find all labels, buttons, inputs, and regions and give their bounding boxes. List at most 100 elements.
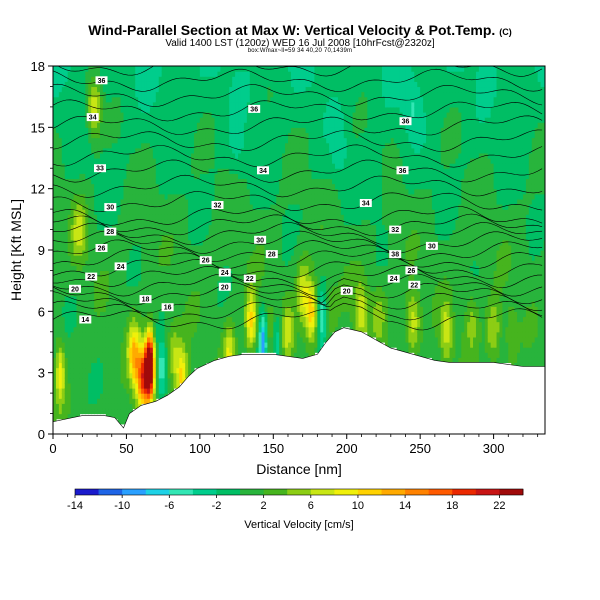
- w-cell: [129, 132, 133, 139]
- w-cell: [108, 382, 113, 389]
- w-cell: [235, 142, 239, 149]
- w-cell: [264, 296, 269, 302]
- w-cell: [144, 382, 148, 389]
- w-cell: [152, 316, 157, 323]
- w-cell: [120, 137, 125, 144]
- w-cell: [243, 112, 248, 118]
- w-cell: [276, 224, 280, 231]
- w-cell: [211, 342, 216, 348]
- w-cell: [129, 255, 133, 261]
- w-cell: [182, 342, 186, 348]
- w-cell: [264, 163, 269, 169]
- w-cell: [238, 209, 242, 215]
- w-cell: [217, 142, 222, 149]
- w-cell: [149, 234, 154, 241]
- w-cell: [246, 214, 251, 220]
- w-cell: [214, 66, 219, 72]
- w-cell: [155, 331, 160, 338]
- w-cell: [223, 188, 227, 195]
- w-cell: [176, 168, 180, 174]
- w-cell: [188, 342, 192, 348]
- w-cell: [243, 152, 248, 159]
- w-cell: [152, 76, 157, 82]
- w-cell: [155, 163, 160, 169]
- w-cell: [270, 347, 274, 353]
- w-cell: [129, 158, 133, 164]
- w-cell: [264, 229, 269, 236]
- w-cell: [141, 214, 145, 220]
- w-cell: [264, 316, 269, 323]
- w-cell: [123, 127, 128, 134]
- w-cell: [79, 377, 83, 384]
- w-cell: [70, 224, 75, 231]
- w-cell: [88, 301, 92, 307]
- w-cell: [226, 204, 230, 210]
- w-cell: [102, 393, 107, 399]
- w-cell: [238, 137, 242, 144]
- w-cell: [191, 321, 195, 328]
- w-cell: [70, 321, 75, 328]
- w-cell: [211, 147, 216, 154]
- w-cell: [155, 393, 160, 399]
- w-cell: [120, 209, 125, 215]
- w-cell: [273, 178, 277, 185]
- w-cell: [102, 260, 107, 266]
- w-cell: [91, 239, 95, 246]
- w-cell: [149, 255, 154, 261]
- w-cell: [61, 347, 66, 353]
- w-cell: [176, 214, 180, 220]
- w-cell: [176, 244, 180, 251]
- w-cell: [176, 101, 180, 108]
- w-cell: [111, 265, 116, 272]
- w-cell: [135, 403, 139, 410]
- w-cell: [155, 250, 160, 256]
- w-cell: [252, 347, 257, 353]
- w-cell: [58, 137, 63, 144]
- w-cell: [214, 127, 219, 134]
- w-cell: [273, 301, 277, 307]
- w-cell: [53, 377, 57, 384]
- w-cell: [255, 214, 260, 220]
- w-cell: [111, 306, 116, 312]
- w-cell: [185, 306, 189, 312]
- w-cell: [129, 66, 133, 72]
- w-cell: [243, 260, 248, 266]
- w-cell: [76, 301, 81, 307]
- w-cell: [238, 260, 242, 266]
- w-cell: [243, 117, 248, 123]
- w-cell: [117, 362, 122, 369]
- w-cell: [249, 81, 254, 88]
- w-cell: [182, 372, 186, 379]
- w-cell: [132, 229, 136, 236]
- w-cell: [229, 76, 233, 82]
- w-cell: [97, 229, 101, 236]
- w-cell: [79, 188, 83, 195]
- w-cell: [64, 91, 69, 98]
- w-cell: [58, 393, 63, 399]
- w-cell: [152, 229, 157, 236]
- w-cell: [179, 367, 183, 374]
- w-cell: [120, 403, 125, 410]
- w-cell: [67, 127, 72, 134]
- w-cell: [117, 244, 122, 251]
- w-cell: [214, 81, 219, 88]
- w-cell: [176, 321, 180, 328]
- w-cell: [270, 127, 274, 134]
- w-cell: [279, 234, 283, 241]
- w-cell: [58, 224, 63, 231]
- w-cell: [282, 183, 286, 190]
- w-cell: [229, 117, 233, 123]
- w-cell: [108, 388, 113, 394]
- w-cell: [138, 122, 142, 128]
- w-cell: [261, 122, 266, 128]
- w-cell: [94, 285, 98, 292]
- w-cell: [97, 408, 101, 415]
- w-cell: [67, 265, 72, 272]
- w-cell: [220, 106, 224, 113]
- w-cell: [155, 229, 160, 236]
- w-cell: [214, 147, 219, 154]
- w-cell: [152, 91, 157, 98]
- w-cell: [129, 214, 133, 220]
- w-cell: [252, 142, 257, 149]
- w-cell: [155, 296, 160, 302]
